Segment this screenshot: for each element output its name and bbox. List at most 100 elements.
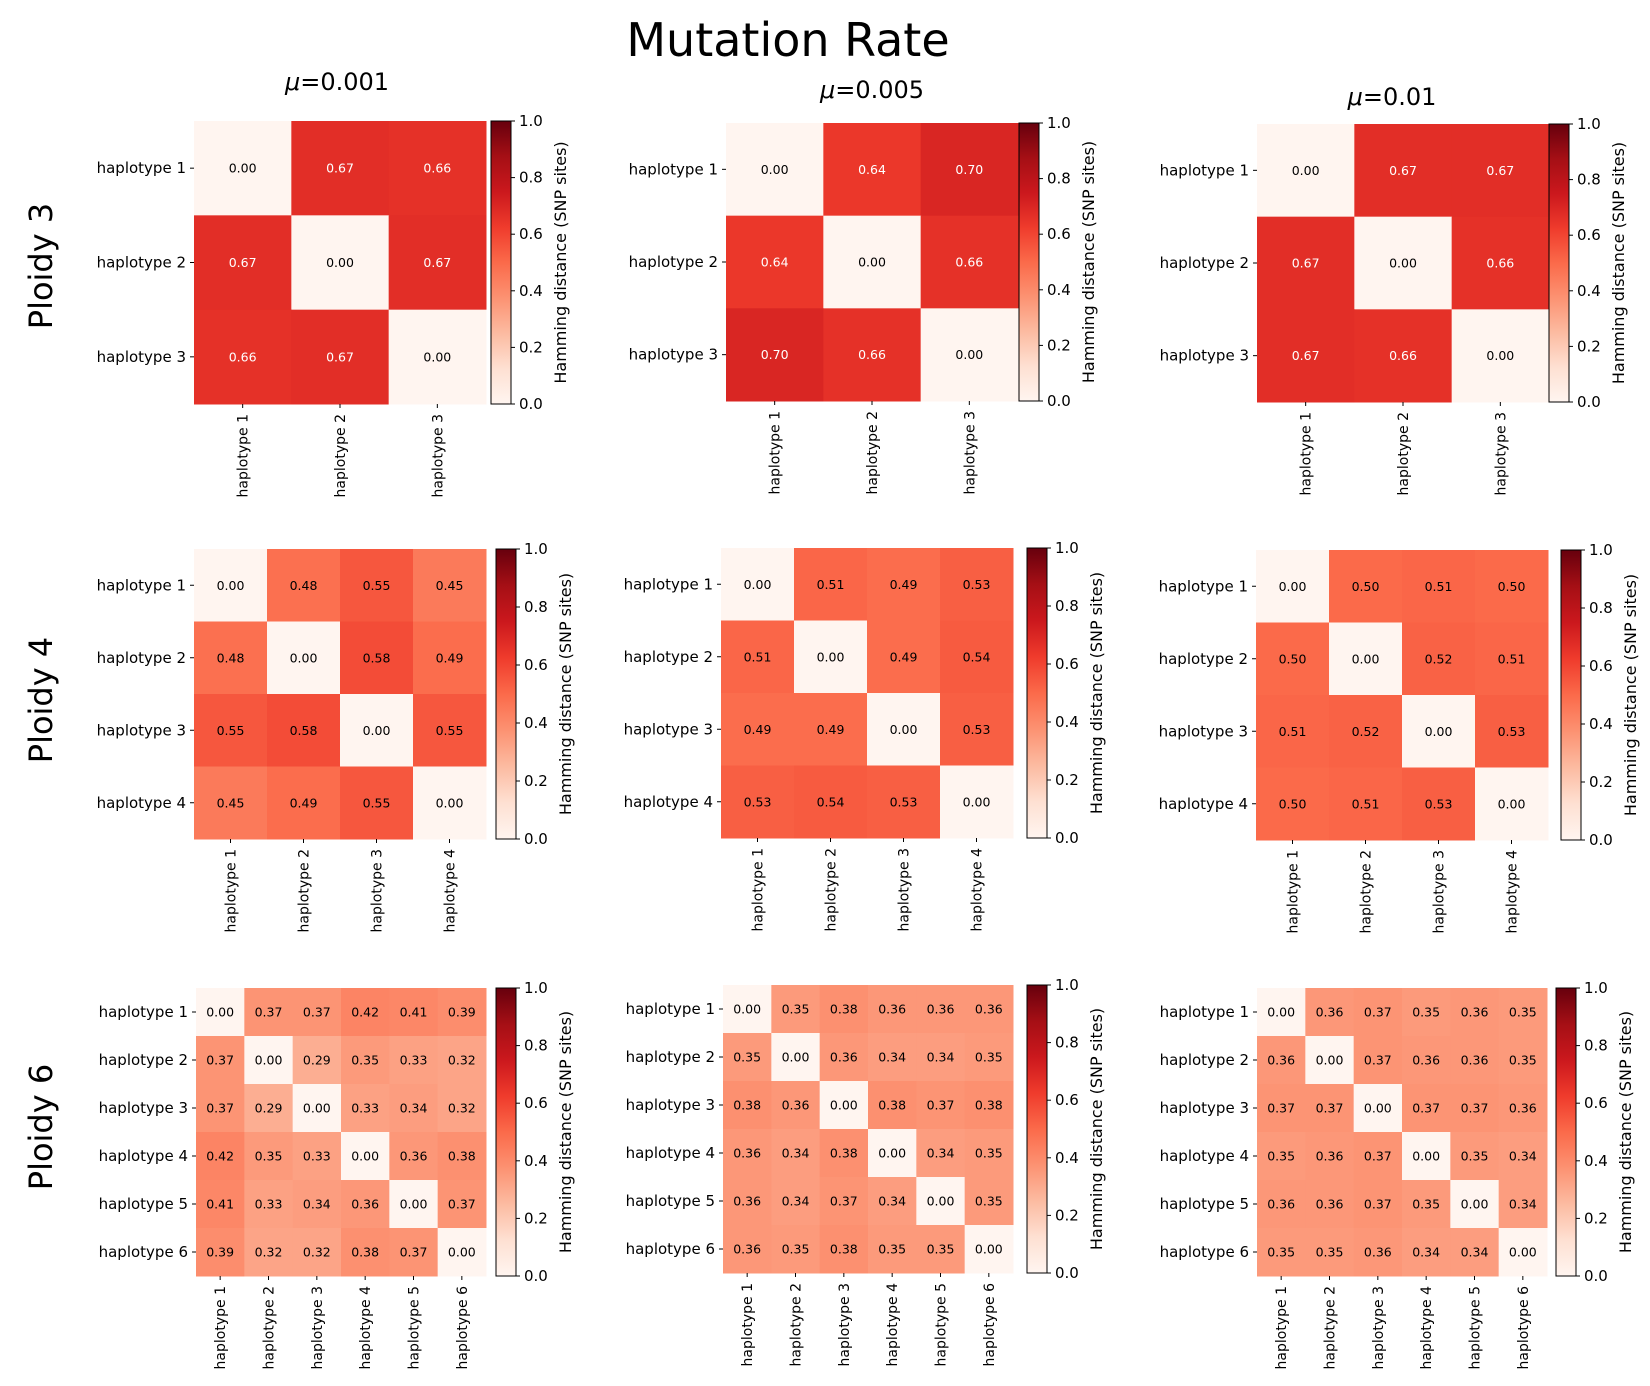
heatmap-cell (1450, 1036, 1500, 1085)
row-title-ploidy-4: Ploidy 4 (22, 637, 60, 763)
cell-value-label: 0.35 (351, 1053, 379, 1068)
heatmap-cell (1451, 309, 1550, 403)
heatmap-cell (1305, 1132, 1355, 1181)
heatmap-cell (292, 1228, 342, 1277)
cell-value-label: 0.49 (290, 795, 318, 810)
heatmap-cell (771, 1129, 821, 1178)
x-tick-label: haplotype 2 (789, 1283, 805, 1366)
heatmap-cell (1353, 1036, 1403, 1085)
heatmap-cell (292, 1036, 342, 1085)
y-tick-label: haplotype 3 (1159, 722, 1248, 740)
cell-value-label: 0.00 (817, 649, 845, 664)
colorbar-tick-label: 1.0 (1584, 979, 1608, 997)
colorbar-tick-label: 1.0 (1589, 541, 1613, 559)
cell-value-label: 0.45 (436, 578, 464, 593)
heatmap-cell (341, 1180, 390, 1229)
cell-value-label: 0.34 (1461, 1245, 1489, 1260)
y-tick-label: haplotype 4 (97, 794, 186, 812)
heatmap-cell (341, 1036, 390, 1085)
cell-value-label: 0.35 (927, 1242, 955, 1257)
cell-value-label: 0.53 (1498, 724, 1526, 739)
cell-value-label: 0.67 (326, 349, 354, 364)
y-tick-label: haplotype 2 (1160, 254, 1249, 272)
colorbar-tick-label: 0.6 (1047, 225, 1071, 243)
cell-value-label: 0.36 (1461, 1005, 1489, 1020)
colorbar-label: Hamming distance (SNP sites) (556, 1011, 575, 1253)
colorbar-tick-label: 0.2 (1055, 771, 1079, 789)
colorbar-tick-label: 0.8 (524, 1037, 548, 1055)
cell-value-label: 0.66 (955, 255, 983, 270)
colorbar-label: Hamming distance (SNP sites) (1609, 142, 1628, 384)
colorbar-tick-label: 0.6 (524, 656, 548, 674)
y-tick-label: haplotype 2 (626, 1048, 715, 1066)
x-tick-label: haplotype 2 (297, 849, 313, 932)
cell-value-label: 0.37 (927, 1098, 955, 1113)
cell-value-label: 0.36 (1509, 1101, 1537, 1116)
heatmap-cell (867, 693, 941, 766)
y-tick-label: haplotype 1 (99, 1003, 188, 1021)
cell-value-label: 0.00 (955, 347, 983, 362)
colorbar-tick-label: 1.0 (1055, 976, 1079, 994)
cell-value-label: 0.53 (744, 794, 772, 809)
y-tick-label: haplotype 5 (99, 1195, 188, 1213)
heatmap-cell (1498, 1180, 1548, 1229)
x-tick-label: haplotype 5 (407, 1286, 423, 1369)
cell-value-label: 0.53 (890, 794, 918, 809)
cell-value-label: 0.51 (1352, 796, 1380, 811)
y-tick-label: haplotype 1 (624, 575, 713, 593)
colorbar-tick-label: 0.4 (1577, 282, 1601, 300)
y-tick-label: haplotype 4 (99, 1147, 188, 1165)
y-tick-label: haplotype 1 (97, 159, 186, 177)
heatmap-cell (964, 1033, 1014, 1082)
heatmap-cell (1402, 1228, 1451, 1277)
heatmap-cell (916, 1081, 966, 1130)
y-tick-label: haplotype 4 (624, 793, 713, 811)
cell-value-label: 0.00 (963, 794, 991, 809)
cell-value-label: 0.36 (1316, 1005, 1344, 1020)
colorbar (1018, 122, 1040, 402)
heatmap-cell (1498, 1132, 1548, 1181)
heatmap-cell (292, 988, 342, 1037)
cell-value-label: 0.00 (206, 1005, 234, 1020)
x-tick-label: haplotype 3 (370, 849, 386, 932)
heatmap-cell (1256, 550, 1330, 623)
colorbar-tick-label: 0.4 (1589, 715, 1613, 733)
heatmap-cell (1353, 1084, 1403, 1133)
colorbar (490, 120, 512, 405)
heatmap-cell (413, 766, 487, 840)
cell-value-label: 0.49 (436, 650, 464, 665)
x-tick-label: haplotype 1 (213, 1286, 229, 1369)
x-tick-label: haplotype 1 (768, 411, 784, 494)
heatmap-cell (389, 1132, 439, 1181)
cell-value-label: 0.00 (733, 1002, 761, 1017)
cell-value-label: 0.51 (817, 577, 845, 592)
cell-value-label: 0.67 (1292, 348, 1320, 363)
colorbar-tick-label: 0.8 (1055, 597, 1079, 615)
cell-value-label: 0.32 (255, 1245, 283, 1260)
heatmap-cell (1329, 767, 1403, 841)
y-tick-label: haplotype 2 (1160, 1051, 1249, 1069)
heatmap-cell (1305, 988, 1355, 1037)
cell-value-label: 0.37 (1461, 1101, 1489, 1116)
heatmap-cell (1402, 622, 1476, 696)
heatmap-cell (1402, 550, 1476, 623)
cell-value-label: 0.35 (255, 1149, 283, 1164)
colorbar-tick-label: 0.4 (1055, 1149, 1079, 1167)
column-title-mu-0.01: μ=0.01 (1347, 83, 1437, 111)
x-tick-label: haplotype 5 (1468, 1286, 1484, 1369)
cell-value-label: 0.70 (955, 162, 983, 177)
colorbar-tick-label: 0.4 (1055, 713, 1079, 731)
colorbar-tick-label: 0.0 (1055, 829, 1079, 847)
heatmap-cell (389, 1228, 439, 1277)
x-tick-label: haplotype 4 (885, 1283, 901, 1367)
heatmap-cell (771, 1081, 821, 1130)
heatmap-cell (1353, 988, 1403, 1037)
heatmap-cell (389, 1180, 439, 1229)
cell-value-label: 0.67 (229, 255, 257, 270)
cell-value-label: 0.35 (1267, 1245, 1295, 1260)
cell-value-label: 0.37 (1364, 1149, 1392, 1164)
heatmap-cell (721, 693, 795, 766)
heatmap-cell (771, 1225, 821, 1274)
cell-value-label: 0.37 (1412, 1101, 1440, 1116)
